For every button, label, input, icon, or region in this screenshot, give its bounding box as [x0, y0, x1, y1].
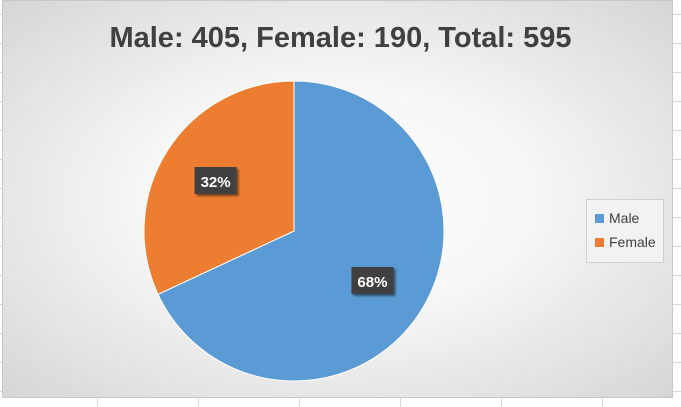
- legend-item-female: Female: [595, 230, 663, 254]
- chart-legend: Male Female: [586, 199, 664, 263]
- pie-slice-male[interactable]: [157, 80, 445, 382]
- legend-swatch-female: [595, 237, 604, 247]
- legend-label-female: Female: [609, 234, 656, 250]
- data-label-text-female: 32%: [201, 174, 231, 191]
- data-label-box-male: [351, 266, 394, 294]
- data-label-box-female: [194, 167, 237, 195]
- data-label-female: 32%: [194, 167, 237, 195]
- legend-label-male: Male: [609, 210, 640, 226]
- legend-swatch-male: [595, 213, 604, 223]
- legend-item-male: Male: [595, 206, 663, 230]
- data-label-text-male: 68%: [357, 274, 387, 291]
- data-label-male: 68%: [351, 266, 394, 294]
- chart-title: Male: 405, Female: 190, Total: 595: [109, 22, 572, 54]
